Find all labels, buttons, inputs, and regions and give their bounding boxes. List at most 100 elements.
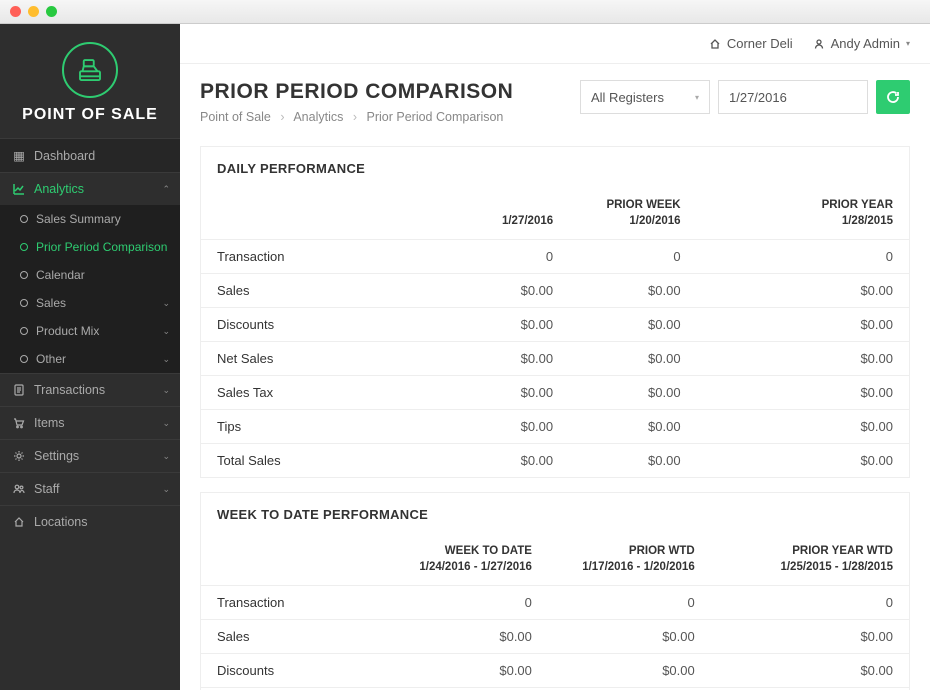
row-label: Transaction (201, 586, 385, 620)
bullet-icon (20, 271, 28, 279)
person-icon (813, 38, 825, 50)
nav-staff[interactable]: Staff ⌄ (0, 472, 180, 505)
refresh-button[interactable] (876, 80, 910, 114)
row-value: $0.00 (569, 444, 696, 478)
row-value: $0.00 (456, 410, 569, 444)
row-label: Sales Tax (201, 376, 456, 410)
sub-sales[interactable]: Sales⌄ (0, 289, 180, 317)
table-row: Sales$0.00$0.00$0.00 (201, 274, 909, 308)
row-value: $0.00 (697, 342, 909, 376)
nav-dashboard[interactable]: ▦ Dashboard (0, 138, 180, 172)
row-value: $0.00 (548, 654, 711, 688)
nav-analytics[interactable]: Analytics ⌃ (0, 172, 180, 205)
date-input[interactable]: 1/27/2016 (718, 80, 868, 114)
row-label: Net Sales (201, 342, 456, 376)
col-subheader: 1/17/2016 - 1/20/2016 (564, 560, 695, 576)
sub-calendar[interactable]: Calendar (0, 261, 180, 289)
col-header: PRIOR YEAR (822, 199, 893, 211)
nav-label: Items (34, 416, 65, 430)
row-value: $0.00 (569, 308, 696, 342)
col-subheader: 1/20/2016 (585, 214, 680, 230)
chevron-up-icon: ⌃ (162, 184, 170, 195)
people-icon (12, 483, 26, 495)
bullet-icon (20, 299, 28, 307)
minimize-dot[interactable] (28, 6, 39, 17)
row-value: $0.00 (456, 308, 569, 342)
bullet-icon (20, 355, 28, 363)
table-row: Net Sales$0.00$0.00$0.00 (201, 342, 909, 376)
table-row: Discounts$0.00$0.00$0.00 (201, 308, 909, 342)
chevron-down-icon: ⌄ (162, 484, 170, 495)
window-chrome (0, 0, 930, 24)
row-value: $0.00 (569, 376, 696, 410)
row-value: 0 (711, 586, 909, 620)
nav-locations[interactable]: Locations (0, 505, 180, 538)
panel-title: DAILY PERFORMANCE (201, 147, 909, 190)
nav-items[interactable]: Items ⌄ (0, 406, 180, 439)
table-row: Transaction000 (201, 586, 909, 620)
row-value: 0 (456, 240, 569, 274)
register-icon (62, 42, 118, 98)
chart-icon (12, 183, 26, 195)
row-value: $0.00 (711, 654, 909, 688)
row-value: $0.00 (456, 274, 569, 308)
col-header: WEEK TO DATE (445, 545, 532, 557)
row-value: 0 (385, 586, 548, 620)
sub-label: Sales Summary (36, 212, 121, 226)
grid-icon: ▦ (12, 148, 26, 163)
refresh-icon (885, 89, 901, 105)
nav-label: Analytics (34, 182, 84, 196)
bullet-icon (20, 215, 28, 223)
chevron-down-icon: ⌄ (162, 298, 170, 309)
crumb[interactable]: Analytics (293, 110, 343, 124)
row-label: Discounts (201, 308, 456, 342)
nav-transactions[interactable]: Transactions ⌄ (0, 373, 180, 406)
main-content: Corner Deli Andy Admin ▾ PRIOR PERIOD CO… (180, 24, 930, 690)
sub-other[interactable]: Other⌄ (0, 345, 180, 373)
cart-icon (12, 417, 26, 429)
col-subheader: 1/24/2016 - 1/27/2016 (401, 560, 532, 576)
crumb[interactable]: Point of Sale (200, 110, 271, 124)
register-select[interactable]: All Registers ▾ (580, 80, 710, 114)
nav-label: Transactions (34, 383, 105, 397)
chevron-down-icon: ⌄ (162, 451, 170, 462)
row-label: Sales (201, 274, 456, 308)
chevron-down-icon: ⌄ (162, 326, 170, 337)
table-row: Discounts$0.00$0.00$0.00 (201, 654, 909, 688)
close-dot[interactable] (10, 6, 21, 17)
gear-icon (12, 450, 26, 462)
row-value: $0.00 (697, 308, 909, 342)
sub-label: Calendar (36, 268, 85, 282)
bullet-icon (20, 243, 28, 251)
store-name: Corner Deli (727, 36, 793, 51)
sub-prior-period[interactable]: Prior Period Comparison (0, 233, 180, 261)
brand-title: POINT OF SALE (0, 106, 180, 124)
row-value: $0.00 (697, 376, 909, 410)
col-header: PRIOR WTD (629, 545, 695, 557)
row-label: Discounts (201, 654, 385, 688)
bullet-icon (20, 327, 28, 335)
row-value: $0.00 (456, 444, 569, 478)
panel-title: WEEK TO DATE PERFORMANCE (201, 493, 909, 536)
wtd-table: WEEK TO DATE 1/24/2016 - 1/27/2016 PRIOR … (201, 536, 909, 690)
row-value: $0.00 (569, 410, 696, 444)
sub-product-mix[interactable]: Product Mix⌄ (0, 317, 180, 345)
user-menu[interactable]: Andy Admin ▾ (813, 36, 910, 51)
row-value: $0.00 (697, 274, 909, 308)
row-value: 0 (569, 240, 696, 274)
user-name: Andy Admin (831, 36, 900, 51)
nav-settings[interactable]: Settings ⌄ (0, 439, 180, 472)
zoom-dot[interactable] (46, 6, 57, 17)
sub-sales-summary[interactable]: Sales Summary (0, 205, 180, 233)
table-row: Transaction000 (201, 240, 909, 274)
row-value: $0.00 (569, 342, 696, 376)
table-row: Tips$0.00$0.00$0.00 (201, 410, 909, 444)
row-value: $0.00 (711, 620, 909, 654)
home-icon (12, 516, 26, 528)
sub-label: Other (36, 352, 66, 366)
chevron-down-icon: ▾ (695, 93, 699, 102)
row-label: Transaction (201, 240, 456, 274)
store-switcher[interactable]: Corner Deli (709, 36, 793, 51)
row-value: $0.00 (548, 620, 711, 654)
row-value: $0.00 (456, 342, 569, 376)
